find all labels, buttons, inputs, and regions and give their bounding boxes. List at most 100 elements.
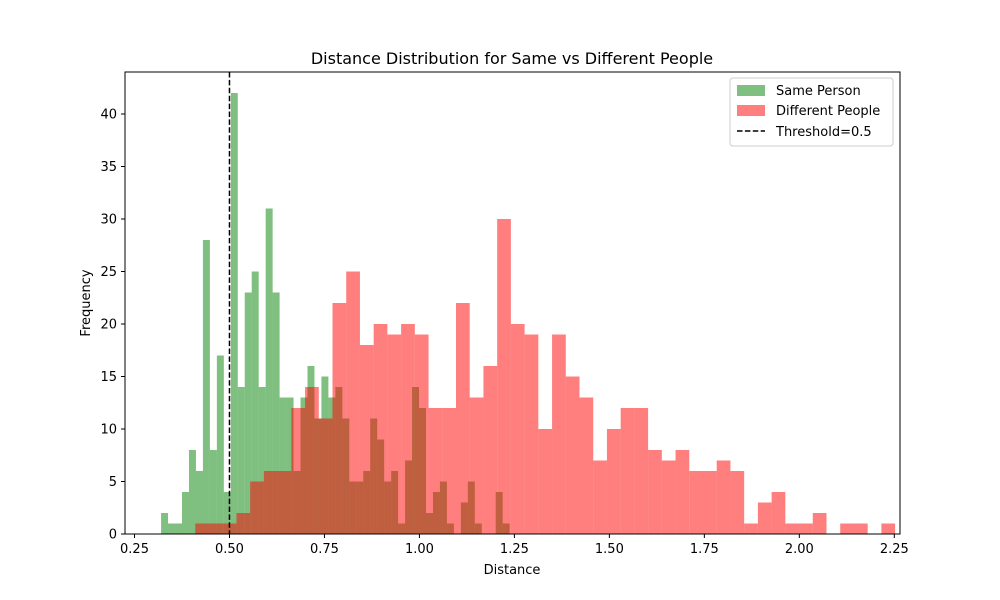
histogram-bar — [634, 408, 649, 534]
x-tick-label: 0.75 — [310, 542, 339, 557]
histogram-bar — [524, 334, 539, 534]
histogram-bar — [279, 397, 287, 534]
x-tick-label: 1.75 — [690, 542, 719, 557]
legend-label-different-people: Different People — [776, 104, 880, 119]
y-tick-label: 40 — [100, 108, 117, 123]
histogram-bar — [291, 408, 306, 534]
histogram-bar — [168, 523, 176, 534]
histogram-bar — [223, 492, 231, 534]
histogram-bar — [840, 523, 854, 534]
histogram-bar — [263, 471, 278, 534]
histogram-bar — [277, 471, 292, 534]
y-axis-ticks: 0 5 10 15 20 25 30 35 40 — [100, 108, 125, 543]
legend-box — [729, 77, 894, 147]
y-axis-label: Frequency — [79, 269, 94, 336]
histogram-bar — [216, 355, 224, 534]
histogram-bar — [195, 523, 209, 534]
histogram-bar — [483, 366, 498, 534]
x-tick-label: 0.50 — [215, 542, 244, 557]
x-tick-label: 1.00 — [405, 542, 434, 557]
histogram-bar — [689, 471, 703, 534]
histogram-bar — [258, 387, 266, 534]
histogram-bar — [286, 397, 294, 534]
histogram-bar — [497, 219, 511, 534]
histogram-bar — [648, 450, 662, 534]
histogram-bar — [359, 345, 374, 534]
histogram-bar — [373, 324, 388, 534]
histogram-bar — [593, 460, 607, 534]
histogram-bar — [744, 523, 758, 534]
legend-swatch-different-people — [737, 105, 765, 116]
y-tick-label: 20 — [100, 318, 117, 333]
y-tick-label: 35 — [100, 160, 117, 175]
histogram-bar — [785, 523, 800, 534]
x-tick-label: 1.25 — [500, 542, 529, 557]
histogram-bar — [661, 460, 676, 534]
histogram-bar — [799, 523, 813, 534]
histogram-bar — [881, 523, 896, 534]
x-axis-ticks: 0.25 0.50 0.75 1.00 1.25 1.50 1.75 2.00 2.25 — [120, 534, 909, 557]
histogram-bar — [237, 387, 245, 534]
histogram-bar — [265, 208, 273, 534]
histogram-bar — [442, 408, 456, 534]
legend-label-threshold: Threshold=0.5 — [775, 125, 872, 140]
histogram-bar — [853, 523, 868, 534]
histogram-bar — [188, 450, 196, 534]
histogram-bar — [182, 492, 189, 534]
histogram-bar — [251, 271, 259, 534]
histogram-bar — [401, 324, 415, 534]
histogram-bar — [757, 502, 772, 534]
histogram-bar — [771, 492, 786, 534]
histogram-bar — [620, 408, 635, 534]
histogram-bar — [161, 513, 169, 534]
x-tick-label: 0.25 — [120, 542, 149, 557]
histogram-bar — [812, 513, 827, 534]
x-tick-label: 1.50 — [595, 542, 624, 557]
x-axis-label: Distance — [484, 563, 541, 578]
histogram-bar — [346, 271, 360, 534]
histogram-bar — [552, 334, 566, 534]
plot-frame — [124, 71, 901, 535]
histogram-bar — [703, 471, 717, 534]
histogram-bar — [456, 303, 470, 534]
histogram-bar — [222, 523, 237, 534]
histogram-bar — [730, 471, 745, 534]
bars-layer — [161, 93, 896, 534]
histogram-bar — [250, 481, 264, 534]
histogram-bar — [318, 418, 333, 534]
histogram-bar — [175, 523, 182, 534]
x-tick-label: 2.25 — [880, 542, 909, 557]
legend-swatch-same-person — [737, 85, 765, 96]
histogram-bar — [332, 303, 347, 534]
histogram-bar — [565, 376, 580, 534]
histogram-bar — [606, 429, 621, 534]
histogram-bar — [209, 450, 217, 534]
histogram-bar — [469, 397, 484, 534]
histogram-bar — [305, 387, 319, 534]
histogram-bar — [716, 460, 731, 534]
histogram-bar — [428, 408, 443, 534]
histogram-bar — [209, 523, 223, 534]
y-tick-label: 15 — [100, 370, 117, 385]
y-tick-label: 5 — [109, 475, 117, 490]
x-tick-label: 2.00 — [785, 542, 814, 557]
histogram-bar — [675, 450, 690, 534]
histogram-bar — [538, 429, 553, 534]
histogram-bar — [236, 513, 251, 534]
chart-title: Distance Distribution for Same vs Differ… — [311, 49, 713, 68]
legend-label-same-person: Same Person — [776, 84, 861, 99]
histogram-bar — [272, 292, 280, 534]
histogram-bar — [195, 471, 203, 534]
histogram-bar — [387, 334, 402, 534]
y-tick-label: 0 — [109, 528, 117, 543]
y-tick-label: 30 — [100, 213, 117, 228]
legend: Same Person Different People Threshold=0… — [729, 77, 894, 147]
series-1 — [195, 219, 896, 534]
histogram-bar — [244, 292, 252, 534]
histogram-bar — [414, 334, 429, 534]
histogram-bar — [202, 240, 210, 534]
histogram-bar — [579, 397, 594, 534]
y-tick-label: 25 — [100, 265, 117, 280]
histogram-bar — [510, 324, 525, 534]
